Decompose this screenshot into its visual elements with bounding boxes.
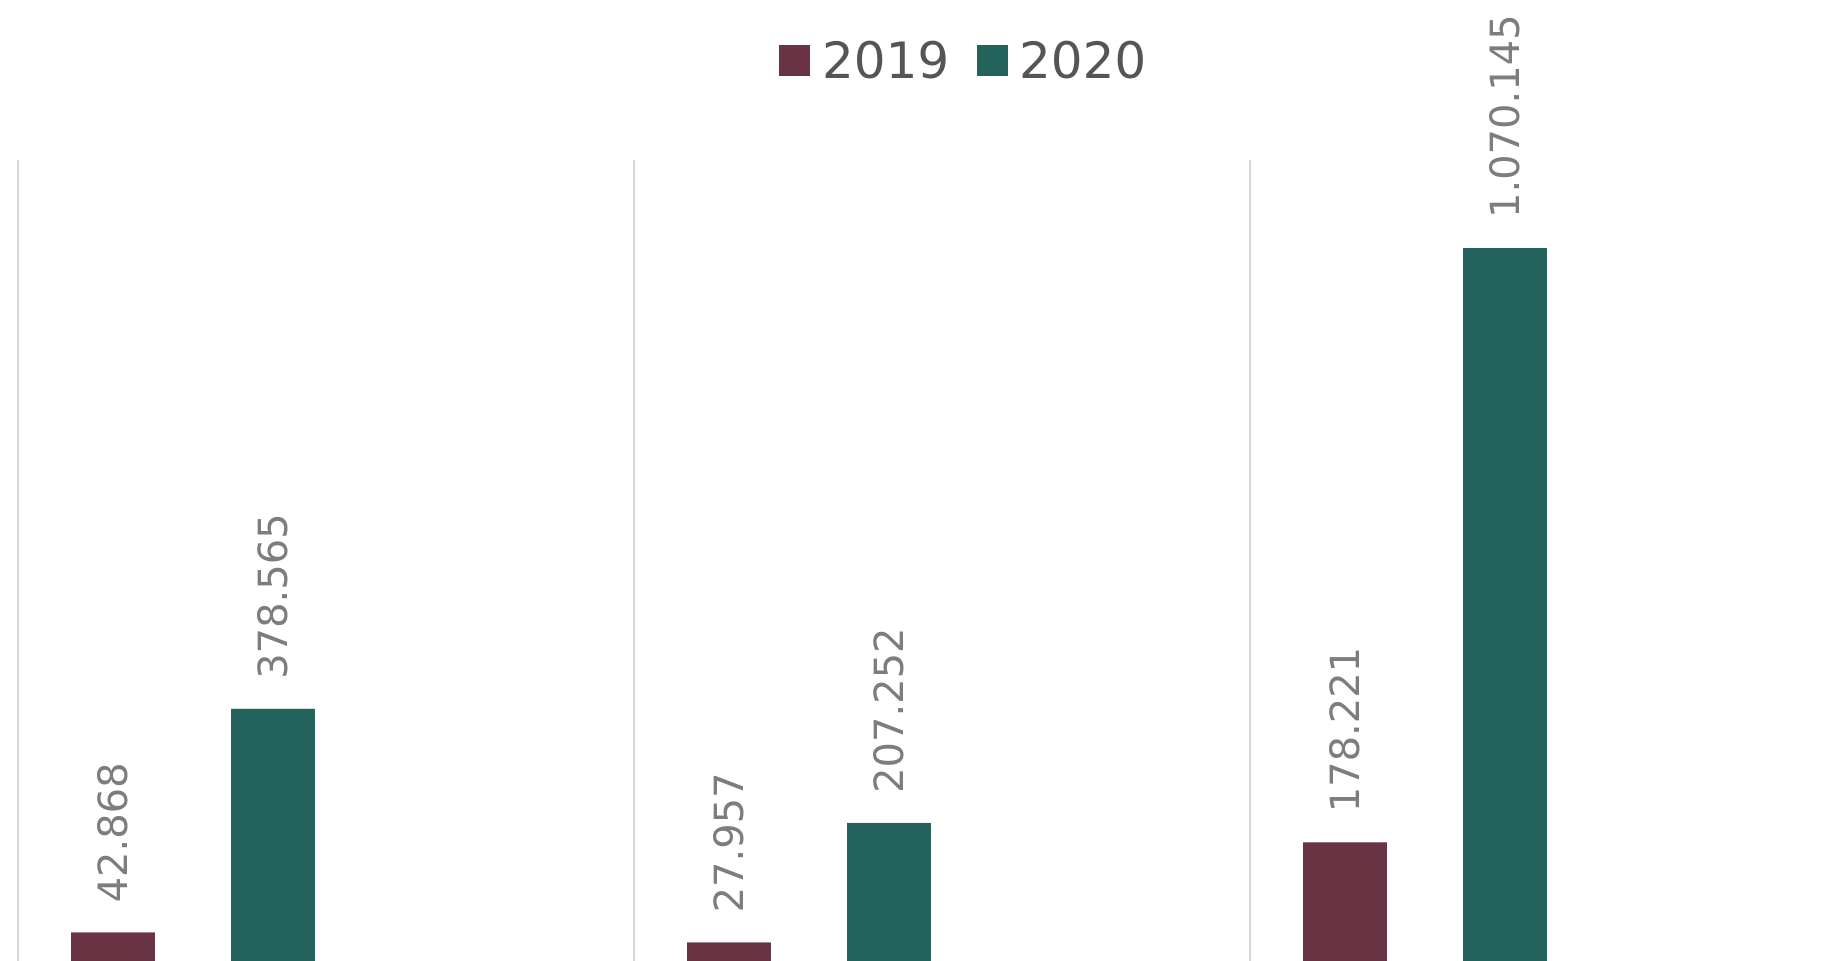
data-label-2019-1: 42.868 (91, 762, 137, 902)
data-label-2020-3: 1.070.145 (1483, 14, 1529, 218)
data-label-2020-2: 207.252 (867, 627, 913, 792)
data-label-2019-3: 178.221 (1323, 647, 1369, 812)
legend-label-2020: 2020 (1019, 32, 1146, 90)
data-label-2020-1: 378.565 (251, 513, 297, 678)
bar-2019-2 (687, 942, 771, 961)
data-label-2019-2: 27.957 (707, 772, 753, 912)
data-labels: 42.868 27.957 178.221 378.565 207.252 1.070.1… (91, 14, 1529, 912)
bar-2019-3 (1303, 842, 1387, 961)
bar-2020-3 (1463, 248, 1547, 961)
chart-legend: 2019 2020 (779, 32, 1146, 90)
bars (71, 248, 1547, 961)
legend-swatch-2019 (779, 45, 810, 76)
bar-2020-2 (847, 822, 931, 961)
bar-2019-1 (71, 932, 155, 961)
legend-label-2019: 2019 (822, 32, 949, 90)
bar-2020-1 (231, 708, 315, 961)
legend-swatch-2020 (977, 45, 1008, 76)
gridlines (17, 160, 1251, 961)
